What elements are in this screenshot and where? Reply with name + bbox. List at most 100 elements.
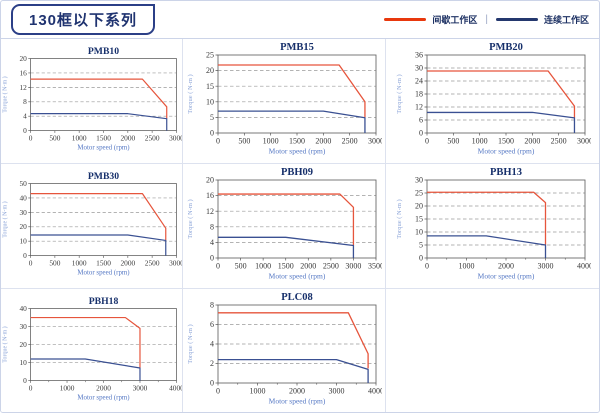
svg-text:0: 0 <box>210 253 214 262</box>
svg-text:10: 10 <box>415 227 423 236</box>
svg-text:2: 2 <box>210 359 214 368</box>
svg-text:25: 25 <box>415 188 423 197</box>
svg-text:Motor speed (rpm): Motor speed (rpm) <box>77 144 129 151</box>
svg-text:6: 6 <box>210 320 214 329</box>
svg-text:Torque ( N-m ): Torque ( N-m ) <box>187 199 194 238</box>
svg-text:1000: 1000 <box>263 136 279 145</box>
svg-text:1000: 1000 <box>250 387 266 396</box>
legend-item-intermittent: 间歇工作区 <box>384 13 477 26</box>
svg-text:6: 6 <box>419 115 423 124</box>
svg-text:2000: 2000 <box>120 258 135 267</box>
svg-text:0: 0 <box>210 128 214 137</box>
chart-pbh09: PBH09 0 4 8 12 16 20 0 500 1000 1500 2000 2500 3000 35… <box>187 167 382 281</box>
svg-text:3000: 3000 <box>169 133 182 142</box>
svg-text:10: 10 <box>19 358 27 367</box>
chart-pmb20: PMB20 0 6 12 18 24 30 36 0 500 1000 1500 2000 2500 300… <box>396 42 591 156</box>
svg-text:PMB15: PMB15 <box>280 42 314 53</box>
svg-text:25: 25 <box>206 50 214 59</box>
svg-text:0: 0 <box>425 261 429 270</box>
svg-text:8: 8 <box>210 222 214 231</box>
svg-text:20: 20 <box>19 340 27 349</box>
svg-text:0: 0 <box>210 379 214 388</box>
svg-text:Torque ( N-m ): Torque ( N-m ) <box>187 324 194 363</box>
svg-text:500: 500 <box>235 261 247 270</box>
chart-cell-pbh09: PBH09 0 4 8 12 16 20 0 500 1000 1500 2000 2500 3000 35… <box>183 164 386 289</box>
svg-text:500: 500 <box>238 136 250 145</box>
chart-cell-pbh13: PBH13 0 5 10 15 20 25 30 0 1000 2000 3000 4000 Motor … <box>386 164 599 289</box>
svg-text:3000: 3000 <box>577 136 591 145</box>
svg-text:1000: 1000 <box>472 136 488 145</box>
svg-text:0: 0 <box>419 128 423 137</box>
svg-text:Motor speed (rpm): Motor speed (rpm) <box>269 271 326 280</box>
svg-text:PBH18: PBH18 <box>89 296 119 307</box>
svg-text:0: 0 <box>29 383 33 392</box>
svg-text:40: 40 <box>19 304 27 313</box>
chart-pbh13: PBH13 0 5 10 15 20 25 30 0 1000 2000 3000 4000 Motor … <box>396 167 591 281</box>
svg-text:8: 8 <box>23 97 27 106</box>
svg-text:PMB30: PMB30 <box>88 170 119 181</box>
svg-text:20: 20 <box>206 66 214 75</box>
svg-text:2500: 2500 <box>342 136 358 145</box>
svg-text:1000: 1000 <box>60 383 75 392</box>
svg-text:1500: 1500 <box>278 261 294 270</box>
svg-text:30: 30 <box>19 322 27 331</box>
chart-pbh18: PBH18 0 10 20 30 40 0 1000 2000 3000 4000 Motor spe… <box>2 296 182 402</box>
svg-text:16: 16 <box>19 68 27 77</box>
svg-text:PMB10: PMB10 <box>88 45 119 56</box>
chart-cell-pmb20: PMB20 0 6 12 18 24 30 36 0 500 1000 1500 2000 2500 300… <box>386 39 599 164</box>
svg-text:1500: 1500 <box>289 136 305 145</box>
svg-text:1500: 1500 <box>96 133 111 142</box>
svg-text:15: 15 <box>206 81 214 90</box>
legend: 间歇工作区 | 连续工作区 <box>384 13 589 26</box>
svg-text:16: 16 <box>206 191 214 200</box>
legend-item-continuous: 连续工作区 <box>495 13 589 26</box>
svg-text:15: 15 <box>415 214 423 223</box>
svg-text:12: 12 <box>19 82 27 91</box>
svg-text:36: 36 <box>415 50 423 59</box>
svg-text:1000: 1000 <box>459 261 475 270</box>
svg-text:0: 0 <box>419 253 423 262</box>
svg-text:4: 4 <box>210 238 214 247</box>
svg-text:5: 5 <box>419 240 423 249</box>
svg-text:Motor speed (rpm): Motor speed (rpm) <box>77 395 129 402</box>
header: 130框以下系列 间歇工作区 | 连续工作区 <box>1 1 599 39</box>
svg-text:3000: 3000 <box>368 136 382 145</box>
empty-cell <box>386 289 599 412</box>
svg-text:1500: 1500 <box>96 258 111 267</box>
chart-pmb15: PMB15 0 5 10 15 20 25 0 500 1000 1500 2000 2500 3000 M… <box>187 42 382 156</box>
chart-cell-pmb10: PMB10 0 4 8 12 16 20 0 500 1000 1500 2000 2500 3000 Mo… <box>1 39 183 164</box>
svg-text:4: 4 <box>210 340 214 349</box>
svg-text:2000: 2000 <box>498 261 514 270</box>
svg-text:Motor speed (rpm): Motor speed (rpm) <box>77 269 129 276</box>
legend-separator: | <box>485 14 488 25</box>
svg-text:20: 20 <box>19 222 27 231</box>
svg-text:0: 0 <box>216 387 220 396</box>
svg-text:4000: 4000 <box>169 383 182 392</box>
svg-text:24: 24 <box>415 76 423 85</box>
svg-text:0: 0 <box>23 250 27 259</box>
svg-text:0: 0 <box>216 261 220 270</box>
svg-text:2000: 2000 <box>524 136 540 145</box>
svg-text:2000: 2000 <box>96 383 111 392</box>
svg-text:1000: 1000 <box>255 261 271 270</box>
svg-text:PMB20: PMB20 <box>489 42 523 53</box>
svg-text:Motor speed (rpm): Motor speed (rpm) <box>269 397 326 406</box>
svg-text:1000: 1000 <box>72 258 87 267</box>
svg-text:Torque ( N-m ): Torque ( N-m ) <box>396 199 403 238</box>
svg-text:12: 12 <box>206 206 214 215</box>
svg-text:2500: 2500 <box>551 136 567 145</box>
svg-text:30: 30 <box>415 63 423 72</box>
svg-text:2000: 2000 <box>289 387 305 396</box>
svg-text:1000: 1000 <box>72 133 87 142</box>
chart-cell-pmb30: PMB3001020304050050010001500200025003000… <box>1 164 183 289</box>
chart-cell-pbh18: PBH18 0 10 20 30 40 0 1000 2000 3000 4000 Motor spe… <box>1 289 183 412</box>
chart-pmb30: PMB3001020304050050010001500200025003000… <box>2 170 182 276</box>
svg-text:8: 8 <box>210 301 214 310</box>
svg-text:2500: 2500 <box>323 261 339 270</box>
svg-text:20: 20 <box>19 53 27 62</box>
svg-text:2000: 2000 <box>300 261 316 270</box>
svg-text:40: 40 <box>19 193 27 202</box>
svg-text:10: 10 <box>19 236 27 245</box>
svg-text:2500: 2500 <box>145 258 160 267</box>
